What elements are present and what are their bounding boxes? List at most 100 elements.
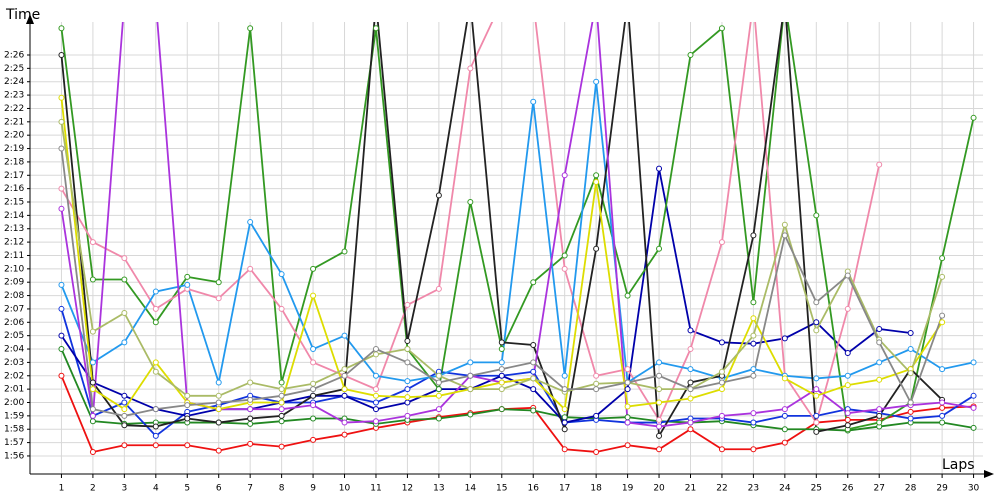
data-point xyxy=(152,359,159,366)
data-point xyxy=(404,399,411,406)
data-point xyxy=(372,399,379,406)
data-point xyxy=(278,392,285,399)
data-point xyxy=(970,359,977,366)
data-point xyxy=(781,232,788,239)
series-line xyxy=(60,22,975,431)
data-point xyxy=(121,255,128,262)
y-tick-label: 2:15 xyxy=(4,198,24,208)
y-tick-label: 2:25 xyxy=(4,64,24,74)
data-point xyxy=(247,265,254,272)
data-point xyxy=(907,415,914,422)
data-point xyxy=(498,339,505,346)
x-tick-label: 23 xyxy=(748,484,759,494)
data-point xyxy=(939,404,946,411)
data-point xyxy=(907,408,914,415)
data-point xyxy=(624,366,631,373)
data-point xyxy=(813,428,820,435)
data-point xyxy=(467,386,474,393)
data-point xyxy=(435,379,442,386)
x-tick-label: 29 xyxy=(936,484,948,494)
data-point xyxy=(404,359,411,366)
data-point xyxy=(58,25,65,32)
x-tick-label: 27 xyxy=(873,484,884,494)
data-point xyxy=(121,309,128,316)
data-point xyxy=(876,161,883,168)
data-point xyxy=(907,370,914,377)
data-point xyxy=(372,418,379,425)
data-point xyxy=(561,252,568,259)
data-point xyxy=(89,328,96,335)
data-point xyxy=(121,392,128,399)
data-point xyxy=(718,239,725,246)
data-point xyxy=(687,327,694,334)
data-point xyxy=(939,412,946,419)
data-point xyxy=(718,368,725,375)
data-point xyxy=(435,392,442,399)
y-tick-label: 2:08 xyxy=(4,291,24,301)
x-tick-label: 28 xyxy=(905,484,917,494)
data-point xyxy=(624,442,631,449)
data-point xyxy=(781,426,788,433)
x-axis-title: Laps xyxy=(942,457,975,473)
data-point xyxy=(781,439,788,446)
data-point xyxy=(341,248,348,255)
data-point xyxy=(750,372,757,379)
x-tick-label: 7 xyxy=(247,484,253,494)
x-tick-label: 2 xyxy=(90,484,96,494)
data-point xyxy=(152,288,159,295)
data-point xyxy=(813,419,820,426)
data-point xyxy=(844,350,851,357)
data-point xyxy=(876,325,883,332)
data-point xyxy=(152,305,159,312)
data-point xyxy=(89,386,96,393)
data-point xyxy=(435,372,442,379)
data-point xyxy=(876,339,883,346)
data-point xyxy=(435,386,442,393)
data-point xyxy=(467,199,474,206)
x-tick-label: 21 xyxy=(685,484,696,494)
data-point xyxy=(687,366,694,373)
data-point xyxy=(813,375,820,382)
series-line xyxy=(60,308,975,438)
x-tick-label: 19 xyxy=(622,484,634,494)
y-tick-label: 2:10 xyxy=(4,264,24,274)
data-point xyxy=(372,392,379,399)
data-point xyxy=(593,172,600,179)
data-point xyxy=(530,386,537,393)
data-point xyxy=(58,332,65,339)
data-point xyxy=(593,78,600,85)
x-tick-label: 13 xyxy=(433,484,444,494)
data-point xyxy=(498,379,505,386)
data-point xyxy=(184,392,191,399)
data-point xyxy=(876,359,883,366)
data-point xyxy=(687,51,694,58)
data-point xyxy=(624,386,631,393)
data-point xyxy=(152,368,159,375)
y-tick-label: 2:02 xyxy=(4,371,24,381)
y-tick-label: 1:56 xyxy=(4,451,24,461)
data-point xyxy=(844,410,851,417)
x-tick-label: 18 xyxy=(590,484,602,494)
x-axis-arrow xyxy=(984,470,994,478)
y-tick-label: 2:05 xyxy=(4,331,24,341)
data-point xyxy=(939,312,946,319)
data-point xyxy=(121,399,128,406)
data-point xyxy=(467,359,474,366)
data-point xyxy=(844,372,851,379)
data-point xyxy=(89,418,96,425)
data-point xyxy=(530,359,537,366)
data-point xyxy=(215,399,222,406)
data-point xyxy=(593,412,600,419)
data-point xyxy=(751,0,756,4)
data-point xyxy=(656,386,663,393)
y-tick-label: 2:00 xyxy=(4,398,24,408)
data-point xyxy=(215,392,222,399)
data-point xyxy=(624,419,631,426)
data-point xyxy=(404,346,411,353)
data-point xyxy=(656,359,663,366)
data-point xyxy=(467,411,474,418)
data-point xyxy=(907,346,914,353)
data-point xyxy=(939,319,946,326)
data-point xyxy=(750,332,757,339)
data-point xyxy=(341,419,348,426)
